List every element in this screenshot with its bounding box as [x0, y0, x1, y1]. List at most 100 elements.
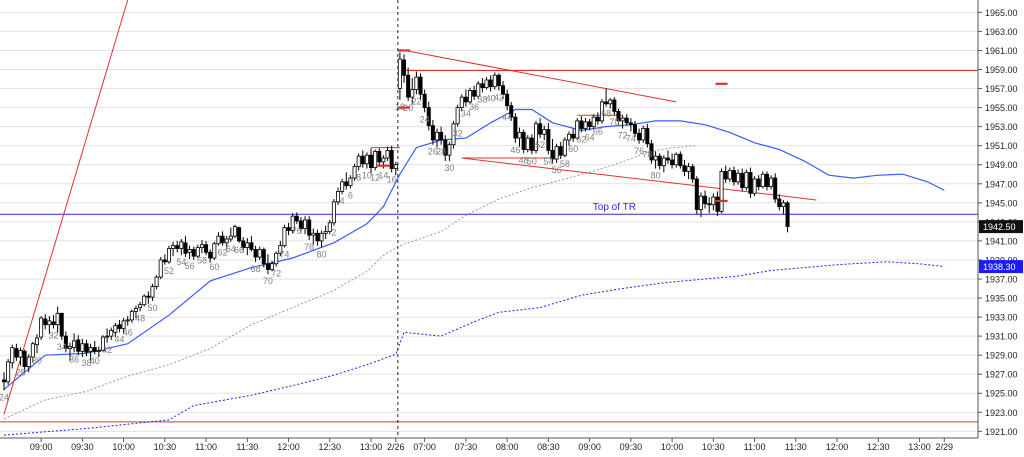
entry-markers: [377, 49, 728, 203]
bull-candle: [10, 347, 15, 364]
bear-candle: [488, 79, 493, 88]
bear-candle: [430, 125, 435, 141]
bar-count-label: 72: [271, 269, 281, 279]
bar-count-label: 42: [494, 92, 504, 102]
bar-count-label: 48: [519, 155, 529, 165]
bar-count-label: 28: [436, 147, 446, 157]
bar-count-label: 46: [510, 145, 520, 155]
bull-candle: [484, 79, 489, 88]
bear-candle: [439, 131, 444, 141]
bull-candle: [129, 310, 134, 321]
bull-candle: [385, 150, 390, 159]
bull-candle: [455, 107, 460, 125]
bull-candle: [39, 317, 44, 338]
bull-candle: [583, 121, 588, 129]
bear-candle: [690, 166, 695, 180]
bear-candle: [406, 74, 411, 98]
bar-count-label: 32: [453, 129, 463, 139]
bear-candle: [298, 220, 303, 229]
bull-candle: [154, 276, 159, 288]
bear-candle: [162, 259, 167, 263]
bull-candle: [125, 319, 130, 322]
bull-candle: [525, 137, 530, 150]
price-tick-label: 1949.00: [985, 160, 1018, 170]
price-tick-label: 1959.00: [985, 65, 1018, 75]
bull-candle: [459, 96, 464, 108]
bar-count-label: 50: [527, 156, 537, 166]
bull-candle: [150, 286, 155, 298]
price-tick-label: 1961.00: [985, 46, 1018, 56]
bear-candle: [76, 339, 81, 352]
bear-candle: [682, 165, 687, 172]
bull-candle: [373, 150, 378, 168]
bar-count-label: 22: [411, 96, 421, 106]
bull-candle: [195, 247, 200, 257]
trend-line: [3, 0, 129, 415]
bar-count-label: 60: [568, 144, 578, 154]
bear-candle: [773, 177, 778, 200]
bear-candle: [785, 202, 790, 228]
price-tick-label: 1945.00: [985, 198, 1018, 208]
bear-candle: [389, 150, 394, 169]
bull-candle: [311, 232, 316, 236]
bull-candle: [26, 356, 31, 367]
bull-candle: [105, 335, 110, 338]
bear-candle: [649, 143, 654, 161]
bar-count-label: 80: [651, 171, 661, 181]
time-tick-label: 12:30: [319, 442, 342, 452]
price-badges: 1942.50 1938.30: [979, 220, 1023, 274]
bull-candle: [245, 242, 250, 248]
trend-lines: [3, 0, 817, 415]
bull-candle: [224, 238, 229, 244]
bar-count-label: 78: [304, 242, 314, 252]
bull-candle: [381, 157, 386, 163]
bull-candle: [274, 252, 279, 265]
time-tick-label: 13:00: [360, 442, 383, 452]
bar-count-label: 64: [226, 244, 236, 254]
bear-candle: [678, 153, 683, 167]
bull-candle: [698, 195, 703, 210]
bull-candle: [158, 259, 163, 278]
time-axis[interactable]: 09:00 09:30 10:00 10:30 11:00 11:30 12:00 12:30…: [0, 437, 978, 452]
bull-candle: [278, 245, 283, 254]
bear-candle: [204, 244, 209, 253]
bull-candle: [364, 154, 369, 165]
horizontal-levels: Top of TR: [0, 69, 978, 423]
bull-candle: [55, 312, 60, 326]
bar-count-label: 60: [209, 262, 219, 272]
bar-count-label: 6: [348, 191, 353, 201]
bull-candle: [352, 166, 357, 179]
bull-candle: [100, 336, 105, 351]
bear-candle: [175, 245, 180, 249]
time-tick-label: 08:00: [496, 442, 519, 452]
bull-candle: [212, 243, 217, 259]
bar-count-label: 52: [164, 266, 174, 276]
bear-candle: [208, 251, 213, 259]
bar-count-label: 4: [340, 196, 345, 206]
bear-candle: [22, 350, 27, 367]
price-tick-label: 1921.00: [985, 427, 1018, 437]
bear-candle: [604, 101, 609, 105]
bar-count-label: 16: [387, 174, 397, 184]
bear-candle: [237, 227, 242, 242]
price-tick-label: 1955.00: [985, 103, 1018, 113]
price-axis[interactable]: 1921.00 1923.00 1925.00 1927.00 1929.00 1931.…: [977, 0, 1018, 438]
price-tick-label: 1957.00: [985, 84, 1018, 94]
bull-candle: [397, 58, 402, 89]
bear-candle: [521, 131, 526, 150]
bull-candle: [608, 99, 613, 105]
bar-count-label: 70: [263, 276, 273, 286]
price-tick-label: 1925.00: [985, 389, 1018, 399]
bear-candle: [286, 227, 291, 231]
moving-average-line: [3, 108, 945, 390]
bear-candle: [472, 90, 477, 97]
bull-candle: [133, 308, 138, 312]
bear-candle: [777, 198, 782, 208]
bull-candle: [88, 347, 93, 352]
time-tick-label: 09:30: [620, 442, 643, 452]
time-tick-label: 07:30: [455, 442, 478, 452]
bull-candle: [727, 170, 732, 180]
